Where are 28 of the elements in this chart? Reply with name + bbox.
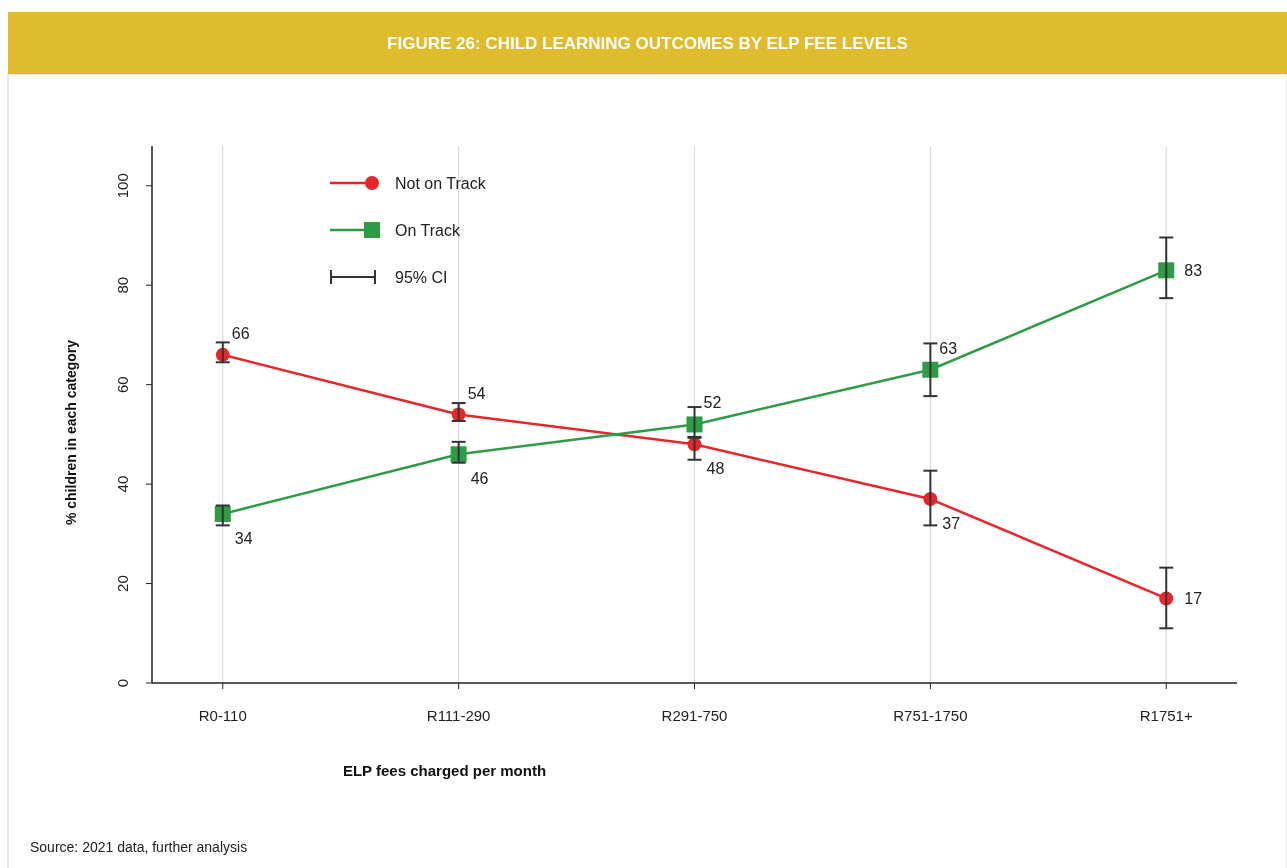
y-tick-label: 20 — [113, 575, 131, 592]
legend-label: On Track — [395, 222, 461, 239]
y-tick-label: 100 — [113, 173, 131, 199]
data-label: 37 — [942, 515, 961, 533]
data-label: 48 — [706, 460, 725, 478]
x-tick-label: R1751+ — [1139, 707, 1193, 724]
y-axis-title: % children in each category — [63, 339, 79, 526]
data-label: 54 — [467, 384, 486, 402]
x-tick-label: R291-750 — [661, 707, 728, 724]
x-tick-label: R0-110 — [198, 707, 247, 724]
y-tick-label: 80 — [113, 276, 131, 294]
data-label: 52 — [703, 394, 722, 412]
y-tick-label: 60 — [113, 376, 131, 394]
data-label: 17 — [1184, 590, 1203, 608]
chart-title: FIGURE 26: CHILD LEARNING OUTCOMES BY ELP FEE LEVELS — [387, 34, 908, 53]
y-tick-label: 40 — [113, 475, 131, 493]
legend-label: Not on Track — [395, 175, 487, 192]
y-tick-label: 0 — [113, 678, 131, 688]
data-label: 83 — [1184, 262, 1203, 280]
x-tick-label: R751-1750 — [893, 707, 968, 724]
data-label: 34 — [234, 529, 253, 547]
x-tick-label: R111-290 — [426, 707, 491, 724]
source-note: Source: 2021 data, further analysis — [30, 839, 248, 855]
data-label: 46 — [470, 470, 489, 488]
x-axis-title: ELP fees charged per month — [342, 762, 547, 779]
data-label: 66 — [231, 324, 250, 342]
annotation: 95% CI — [395, 269, 448, 286]
data-label: 63 — [939, 339, 958, 357]
